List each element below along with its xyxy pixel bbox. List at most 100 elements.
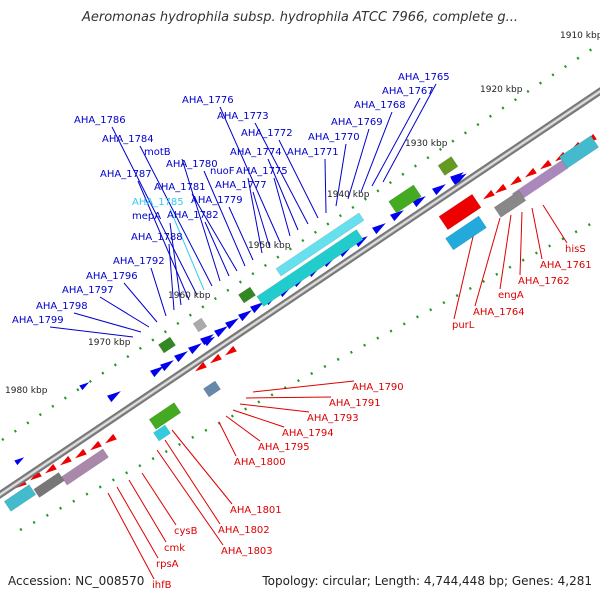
reverse-gene-arrow-5[interactable] — [523, 167, 537, 180]
forward-gene-arrow-low[interactable] — [203, 334, 217, 347]
reverse-gene-arrow-low-9[interactable] — [28, 470, 42, 483]
gene-label-aha-1761[interactable]: AHA_1761 — [540, 260, 592, 271]
gene-label-aha-1791[interactable]: AHA_1791 — [329, 398, 381, 409]
ruler-line-outer — [1, 43, 599, 442]
gene-label-nuof[interactable]: nuoF — [210, 166, 235, 177]
feature-block-cyan-low[interactable] — [153, 424, 171, 442]
reverse-gene-arrow-low-8[interactable] — [43, 463, 57, 476]
gene-label-aha-1792[interactable]: AHA_1792 — [113, 256, 165, 267]
gene-label-aha-1780[interactable]: AHA_1780 — [166, 159, 218, 170]
gene-label-aha-1793[interactable]: AHA_1793 — [307, 413, 359, 424]
reverse-feature-grey[interactable] — [493, 190, 527, 218]
reverse-gene-arrow-4[interactable] — [538, 159, 552, 172]
reverse-feature-cyan[interactable] — [558, 135, 600, 169]
gene-label-aha-1795[interactable]: AHA_1795 — [258, 442, 310, 453]
gene-label-rpsa[interactable]: rpsA — [156, 559, 179, 570]
forward-gene-arrow-21[interactable] — [150, 363, 166, 378]
gene-label-aha-1771[interactable]: AHA_1771 — [287, 147, 339, 158]
forward-gene-arrow-20[interactable] — [160, 357, 176, 372]
gene-label-cmk[interactable]: cmk — [164, 543, 185, 554]
forward-gene-arrow-6[interactable] — [354, 233, 370, 248]
rna-feature-band-2[interactable] — [275, 212, 365, 277]
reverse-gene-arrow-low-4[interactable] — [103, 433, 117, 446]
gene-label-aha-1801[interactable]: AHA_1801 — [230, 505, 282, 516]
feature-block-grey-1[interactable] — [192, 317, 208, 333]
reverse-gene-arrow-low-7[interactable] — [58, 455, 72, 468]
gene-label-aha-1799[interactable]: AHA_1799 — [12, 315, 64, 326]
gene-label-aha-1779[interactable]: AHA_1779 — [191, 195, 243, 206]
gene-label-aha-1769[interactable]: AHA_1769 — [331, 117, 383, 128]
gene-label-aha-1800[interactable]: AHA_1800 — [234, 457, 286, 468]
reverse-gene-arrow-8[interactable] — [481, 189, 495, 202]
reverse-feature-grey-low[interactable] — [33, 472, 65, 498]
gene-label-hiss[interactable]: hisS — [565, 244, 586, 255]
reverse-gene-arrow-7[interactable] — [493, 183, 507, 196]
gene-label-aha-1774[interactable]: AHA_1774 — [230, 147, 282, 158]
gene-label-aha-1764[interactable]: AHA_1764 — [473, 307, 525, 318]
gene-label-aha-1785[interactable]: AHA_1785 — [132, 197, 184, 208]
gene-label-ihfb[interactable]: ihfB — [152, 580, 172, 591]
gene-label-aha-1770[interactable]: AHA_1770 — [308, 132, 360, 143]
forward-gene-arrow-top[interactable] — [450, 170, 469, 187]
forward-gene-arrow-2[interactable] — [432, 181, 448, 196]
gene-label-aha-1784[interactable]: AHA_1784 — [102, 134, 154, 145]
feature-block-slate[interactable] — [203, 380, 221, 398]
reverse-gene-arrow-6[interactable] — [508, 175, 522, 188]
reverse-gene-arrow-low-3[interactable] — [223, 345, 237, 358]
gene-label-aha-1790[interactable]: AHA_1790 — [352, 382, 404, 393]
rna-feature-band[interactable] — [256, 229, 364, 307]
forward-gene-arrow-5[interactable] — [372, 220, 388, 235]
reverse-gene-arrow-low-6[interactable] — [73, 448, 87, 461]
gene-label-aha-1781[interactable]: AHA_1781 — [154, 182, 206, 193]
gene-label-aha-1794[interactable]: AHA_1794 — [282, 428, 334, 439]
gene-label-aha-1798[interactable]: AHA_1798 — [36, 301, 88, 312]
feature-block-green-2[interactable] — [437, 156, 459, 176]
gene-label-aha-1765[interactable]: AHA_1765 — [398, 72, 450, 83]
reverse-feature-band-low[interactable] — [61, 448, 109, 486]
feature-block-green-4[interactable] — [158, 336, 176, 354]
forward-gene-arrow-left-3[interactable] — [14, 455, 25, 466]
gene-label-aha-1773[interactable]: AHA_1773 — [217, 111, 269, 122]
ruler-tick-1980-kbp: 1980 kbp — [5, 386, 48, 396]
reverse-gene-block-purl[interactable] — [438, 193, 482, 231]
gene-label-aha-1776[interactable]: AHA_1776 — [182, 95, 234, 106]
gene-label-aha-1768[interactable]: AHA_1768 — [354, 100, 406, 111]
forward-gene-arrow-14[interactable] — [238, 307, 254, 322]
forward-gene-arrow-19[interactable] — [174, 348, 190, 363]
gene-label-aha-1797[interactable]: AHA_1797 — [62, 285, 114, 296]
forward-gene-arrow-16[interactable] — [214, 323, 230, 338]
gene-label-aha-1796[interactable]: AHA_1796 — [86, 271, 138, 282]
gene-label-aha-1775[interactable]: AHA_1775 — [236, 166, 288, 177]
forward-gene-arrow-13[interactable] — [250, 299, 266, 314]
gene-label-mepa[interactable]: mepA — [132, 211, 161, 222]
gene-label-enga[interactable]: engA — [498, 290, 524, 301]
feature-block-green-1[interactable] — [388, 184, 422, 214]
reverse-gene-arrow-low-2[interactable] — [208, 353, 222, 366]
forward-gene-arrow-3[interactable] — [412, 193, 428, 208]
gene-label-aha-1777[interactable]: AHA_1777 — [215, 180, 267, 191]
gene-label-aha-1787[interactable]: AHA_1787 — [100, 169, 152, 180]
gene-label-aha-1802[interactable]: AHA_1802 — [218, 525, 270, 536]
gene-label-aha-1772[interactable]: AHA_1772 — [241, 128, 293, 139]
gene-label-aha-1782[interactable]: AHA_1782 — [167, 210, 219, 221]
gene-label-aha-1803[interactable]: AHA_1803 — [221, 546, 273, 557]
feature-block-green-low[interactable] — [148, 402, 182, 430]
gene-label-aha-1762[interactable]: AHA_1762 — [518, 276, 570, 287]
gene-label-aha-1767[interactable]: AHA_1767 — [382, 86, 434, 97]
feature-block-green-3[interactable] — [238, 286, 256, 304]
gene-label-aha-1788[interactable]: AHA_1788 — [131, 232, 183, 243]
forward-gene-arrow-left-1[interactable] — [107, 388, 123, 403]
reverse-feature-cyan-low[interactable] — [3, 484, 37, 512]
gene-label-purl[interactable]: purL — [452, 320, 475, 331]
forward-gene-arrow-18[interactable] — [188, 340, 204, 355]
forward-gene-arrow-left-2[interactable] — [79, 380, 90, 391]
gene-label-motb[interactable]: motB — [144, 147, 171, 158]
forward-gene-arrow-4[interactable] — [390, 207, 406, 222]
forward-gene-arrow-15[interactable] — [225, 315, 241, 330]
reverse-gene-arrow-low-1[interactable] — [193, 361, 207, 374]
reverse-gene-arrow-low-5[interactable] — [88, 440, 102, 453]
gene-label-cysb[interactable]: cysB — [174, 526, 198, 537]
reverse-feature-cyan-2[interactable] — [445, 215, 487, 251]
callout-line-aha-1773 — [254, 122, 309, 225]
gene-label-aha-1786[interactable]: AHA_1786 — [74, 115, 126, 126]
